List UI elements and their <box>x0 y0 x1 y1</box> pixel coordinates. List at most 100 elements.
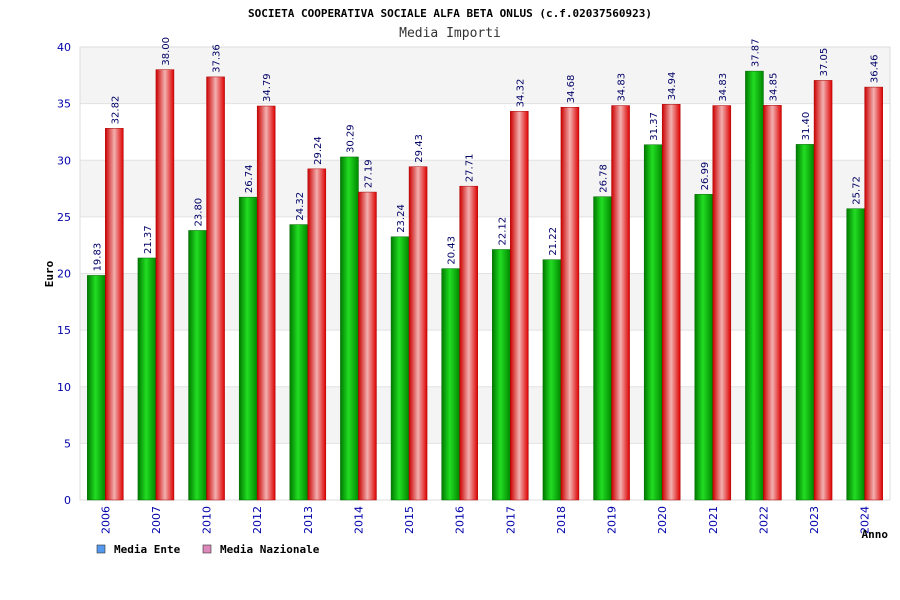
data-label: 34.79 <box>262 73 273 102</box>
bar-media-nazionale-2022 <box>763 105 782 501</box>
bar-media-nazionale-2006 <box>105 128 124 501</box>
data-label: 37.05 <box>819 48 830 77</box>
y-tick-label: 10 <box>57 381 71 394</box>
data-label: 27.71 <box>465 154 476 183</box>
y-tick-label: 15 <box>57 324 71 337</box>
data-label: 34.32 <box>515 79 526 108</box>
legend-label-media-nazionale: Media Nazionale <box>220 543 320 556</box>
data-label: 36.46 <box>870 54 881 83</box>
x-tick-label: 2022 <box>757 506 770 534</box>
data-label: 23.80 <box>194 198 205 227</box>
bar-media-nazionale-2017 <box>510 111 529 501</box>
bar-media-nazionale-2020 <box>661 104 681 501</box>
data-label: 34.94 <box>667 72 678 101</box>
bar-media-ente-2021 <box>694 194 714 501</box>
data-label: 26.78 <box>599 164 610 193</box>
bar-media-ente-2018 <box>542 259 562 501</box>
chart-subtitle: Media Importi <box>399 26 501 41</box>
bar-media-nazionale-2016 <box>459 185 478 501</box>
bar-media-nazionale-2019 <box>611 105 630 501</box>
data-label: 21.22 <box>548 227 559 256</box>
bar-media-ente-2024 <box>846 208 865 501</box>
data-label: 26.74 <box>244 165 255 194</box>
x-tick-label: 2023 <box>808 506 821 534</box>
data-label: 29.24 <box>313 136 324 165</box>
data-label: 38.00 <box>161 37 172 66</box>
legend-swatch-media-nazionale <box>202 544 212 554</box>
bar-media-ente-2007 <box>137 257 157 501</box>
chart-title: SOCIETA COOPERATIVA SOCIALE ALFA BETA ON… <box>248 7 652 20</box>
bar-media-nazionale-2013 <box>307 168 327 501</box>
x-tick-label: 2007 <box>150 506 163 534</box>
data-label: 34.83 <box>617 73 628 102</box>
legend-swatch-media-ente <box>96 544 106 554</box>
data-label: 32.82 <box>110 96 121 125</box>
data-label: 34.85 <box>768 73 779 102</box>
y-tick-label: 25 <box>57 211 71 224</box>
x-tick-label: 2018 <box>555 506 568 534</box>
data-label: 21.37 <box>143 225 154 254</box>
data-label: 29.43 <box>414 134 425 163</box>
data-labels-group: 19.83 21.37 23.80 26.74 24.32 30.29 23.24 20.43… <box>92 37 880 271</box>
y-tick-label: 35 <box>57 98 71 111</box>
y-tick-label: 30 <box>57 154 71 167</box>
data-label: 19.83 <box>92 243 103 272</box>
y-axis-title: Euro <box>43 260 56 287</box>
bar-media-nazionale-2012 <box>256 105 276 501</box>
data-label: 31.37 <box>649 112 660 141</box>
bar-media-ente-2020 <box>643 144 663 501</box>
data-label: 23.24 <box>396 204 407 233</box>
bar-media-ente-2023 <box>795 144 815 501</box>
bar-media-nazionale-2024 <box>864 86 883 501</box>
bar-media-ente-2013 <box>289 224 309 501</box>
bar-media-ente-2014 <box>340 156 359 501</box>
bar-media-nazionale-2023 <box>813 80 833 501</box>
bar-media-ente-2010 <box>188 230 207 501</box>
x-tick-label: 2016 <box>454 506 467 534</box>
bar-media-ente-2019 <box>593 196 612 501</box>
bar-media-nazionale-2018 <box>560 106 580 501</box>
data-label: 22.12 <box>497 217 508 246</box>
bar-media-nazionale-2010 <box>206 76 225 501</box>
axes-group: 0 5 10 15 20 25 30 35 40 2006 2007 2010 2012 2013 2014… <box>57 41 872 534</box>
x-tick-label: 2006 <box>99 506 112 534</box>
bar-media-nazionale-2014 <box>358 191 377 501</box>
x-tick-label: 2010 <box>201 506 214 534</box>
data-label: 26.99 <box>700 162 711 191</box>
x-tick-label: 2021 <box>707 506 720 534</box>
y-tick-label: 20 <box>57 268 71 281</box>
bar-media-ente-2006 <box>87 275 106 501</box>
bar-media-nazionale-2021 <box>712 105 732 501</box>
data-label: 20.43 <box>447 236 458 265</box>
data-label: 24.32 <box>295 192 306 221</box>
x-tick-label: 2017 <box>504 506 517 534</box>
x-axis-title: Anno <box>862 528 889 541</box>
bar-media-nazionale-2007 <box>155 69 175 501</box>
data-label: 34.68 <box>566 75 577 104</box>
x-tick-label: 2024 <box>859 506 872 534</box>
bars-group <box>87 69 883 501</box>
x-tick-label: 2013 <box>302 506 315 534</box>
plot-border <box>79 46 891 501</box>
bar-media-nazionale-2015 <box>408 166 428 501</box>
x-tick-label: 2015 <box>403 506 416 534</box>
data-label: 34.83 <box>718 73 729 102</box>
x-tick-label: 2020 <box>656 506 669 534</box>
data-label: 30.29 <box>345 124 356 153</box>
data-label: 25.72 <box>852 176 863 205</box>
data-label: 27.19 <box>363 159 374 188</box>
bar-media-ente-2015 <box>390 236 410 501</box>
y-tick-label: 0 <box>64 494 71 507</box>
x-tick-label: 2014 <box>352 506 365 534</box>
y-tick-label: 5 <box>64 437 71 450</box>
y-tick-label: 40 <box>57 41 71 54</box>
x-tick-label: 2019 <box>606 506 619 534</box>
bar-media-ente-2016 <box>441 268 460 501</box>
x-tick-label: 2012 <box>251 506 264 534</box>
legend: Media Ente Media Nazionale <box>96 543 320 556</box>
data-label: 37.36 <box>212 44 223 73</box>
bar-media-ente-2012 <box>238 196 258 501</box>
bar-media-ente-2022 <box>745 70 764 501</box>
bar-media-ente-2017 <box>492 249 511 501</box>
